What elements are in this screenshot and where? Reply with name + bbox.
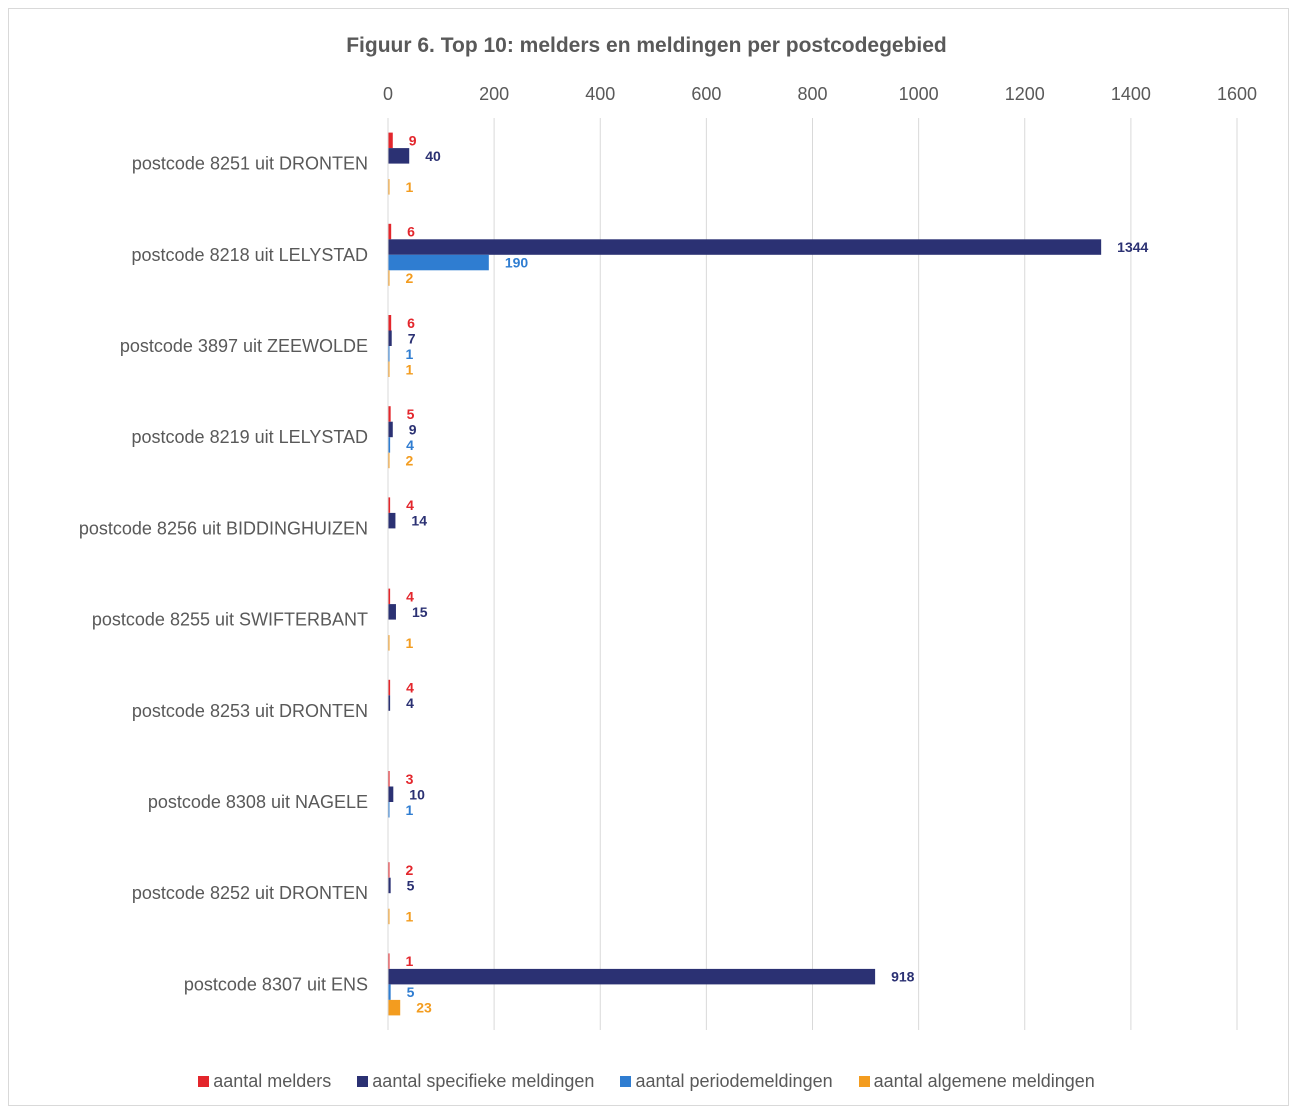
bar-aantal-melders: [388, 315, 392, 331]
legend-label: aantal periodemeldingen: [635, 1071, 833, 1091]
bar-aantal-algemene-meldingen: [388, 908, 390, 925]
data-label: 1: [406, 346, 414, 362]
chart-legend: aantal melders aantal specifieke meldinge…: [0, 1071, 1293, 1092]
bar-aantal-melders: [388, 679, 391, 696]
x-tick-label: 800: [797, 84, 827, 104]
data-label: 1344: [1117, 239, 1148, 255]
bar-aantal-melders: [388, 132, 393, 149]
bar-aantal-specifieke-meldingen: [388, 695, 391, 711]
category-label: postcode 8218 uit LELYSTAD: [132, 245, 368, 265]
legend-item: aantal algemene meldingen: [858, 1071, 1095, 1092]
bar-aantal-specifieke-meldingen: [388, 968, 876, 985]
bar-aantal-algemene-meldingen: [388, 635, 390, 651]
bar-aantal-algemene-meldingen: [388, 452, 390, 469]
data-label: 5: [407, 984, 415, 1000]
bar-aantal-melders: [388, 771, 390, 787]
x-tick-label: 600: [691, 84, 721, 104]
legend-item: aantal periodemeldingen: [620, 1071, 833, 1092]
bar-aantal-algemene-meldingen: [388, 361, 390, 377]
data-label: 5: [407, 406, 415, 422]
legend-label: aantal melders: [213, 1071, 332, 1091]
bar-aantal-specifieke-meldingen: [388, 330, 392, 346]
bar-aantal-periodemeldingen: [388, 254, 489, 271]
category-label: postcode 8219 uit LELYSTAD: [132, 427, 368, 447]
data-label: 3: [406, 771, 414, 787]
bar-aantal-periodemeldingen: [388, 802, 390, 818]
bar-aantal-melders: [388, 862, 390, 878]
legend-item: aantal specifieke meldingen: [357, 1071, 594, 1092]
data-label: 6: [407, 315, 415, 331]
bar-aantal-melders: [388, 497, 391, 513]
data-label: 4: [406, 588, 414, 604]
data-label: 9: [409, 132, 417, 148]
category-label: postcode 8255 uit SWIFTERBANT: [92, 610, 368, 630]
x-tick-label: 1400: [1111, 84, 1151, 104]
data-label: 23: [416, 1000, 432, 1016]
chart-frame: [8, 8, 1289, 1106]
bar-aantal-periodemeldingen: [388, 346, 390, 362]
x-tick-label: 200: [479, 84, 509, 104]
data-label: 2: [406, 862, 414, 878]
data-label: 1: [406, 179, 414, 195]
data-label: 1: [406, 908, 414, 924]
data-label: 1: [406, 802, 414, 818]
data-label: 7: [408, 330, 416, 346]
bar-aantal-specifieke-meldingen: [388, 877, 391, 894]
data-label: 4: [406, 497, 414, 513]
legend-label: aantal specifieke meldingen: [372, 1071, 595, 1091]
data-label: 190: [505, 255, 529, 271]
category-label: postcode 8253 uit DRONTEN: [132, 701, 368, 721]
bar-aantal-specifieke-meldingen: [388, 239, 1102, 255]
data-label: 10: [409, 786, 425, 802]
x-tick-label: 0: [383, 84, 393, 104]
x-tick-label: 1600: [1217, 84, 1257, 104]
chart-title: Figuur 6. Top 10: melders en meldingen p…: [346, 34, 947, 57]
bar-aantal-periodemeldingen: [388, 437, 391, 453]
data-label: 4: [406, 695, 414, 711]
data-label: 5: [407, 877, 415, 893]
x-tick-label: 1200: [1005, 84, 1045, 104]
category-label: postcode 8256 uit BIDDINGHUIZEN: [79, 518, 368, 538]
data-label: 1: [406, 953, 414, 969]
legend-swatch: [620, 1076, 632, 1087]
category-label: postcode 8307 uit ENS: [184, 974, 368, 994]
bar-aantal-algemene-meldingen: [388, 270, 390, 286]
category-label: postcode 3897 uit ZEEWOLDE: [120, 336, 368, 356]
data-label: 1: [406, 361, 414, 377]
data-label: 2: [406, 270, 414, 286]
category-label: postcode 8308 uit NAGELE: [148, 792, 368, 812]
bar-aantal-periodemeldingen: [388, 984, 391, 1000]
x-tick-label: 400: [585, 84, 615, 104]
x-tick-label: 1000: [899, 84, 939, 104]
legend-label: aantal algemene meldingen: [873, 1071, 1095, 1091]
data-label: 15: [412, 604, 428, 620]
bar-aantal-melders: [388, 588, 391, 605]
data-label: 9: [409, 421, 417, 437]
bar-aantal-melders: [388, 406, 391, 422]
data-label: 4: [406, 437, 414, 453]
data-label: 918: [891, 969, 915, 985]
bar-aantal-algemene-meldingen: [388, 179, 390, 195]
category-label: postcode 8251 uit DRONTEN: [132, 154, 368, 174]
data-label: 40: [425, 148, 441, 164]
data-label: 6: [407, 224, 415, 240]
bar-aantal-specifieke-meldingen: [388, 421, 393, 438]
data-label: 1: [406, 635, 414, 651]
bar-aantal-melders: [388, 953, 390, 969]
data-label: 4: [406, 680, 414, 696]
legend-swatch: [858, 1076, 870, 1087]
bar-aantal-specifieke-meldingen: [388, 604, 396, 620]
bar-aantal-algemene-meldingen: [388, 999, 401, 1016]
bar-aantal-specifieke-meldingen: [388, 786, 394, 802]
bar-aantal-melders: [388, 223, 392, 240]
legend-item: aantal melders: [198, 1071, 331, 1092]
data-label: 14: [411, 513, 427, 529]
legend-swatch: [198, 1076, 210, 1087]
category-label: postcode 8252 uit DRONTEN: [132, 883, 368, 903]
bar-aantal-specifieke-meldingen: [388, 512, 396, 529]
bar-aantal-specifieke-meldingen: [388, 148, 410, 164]
legend-swatch: [357, 1076, 369, 1087]
data-label: 2: [406, 452, 414, 468]
